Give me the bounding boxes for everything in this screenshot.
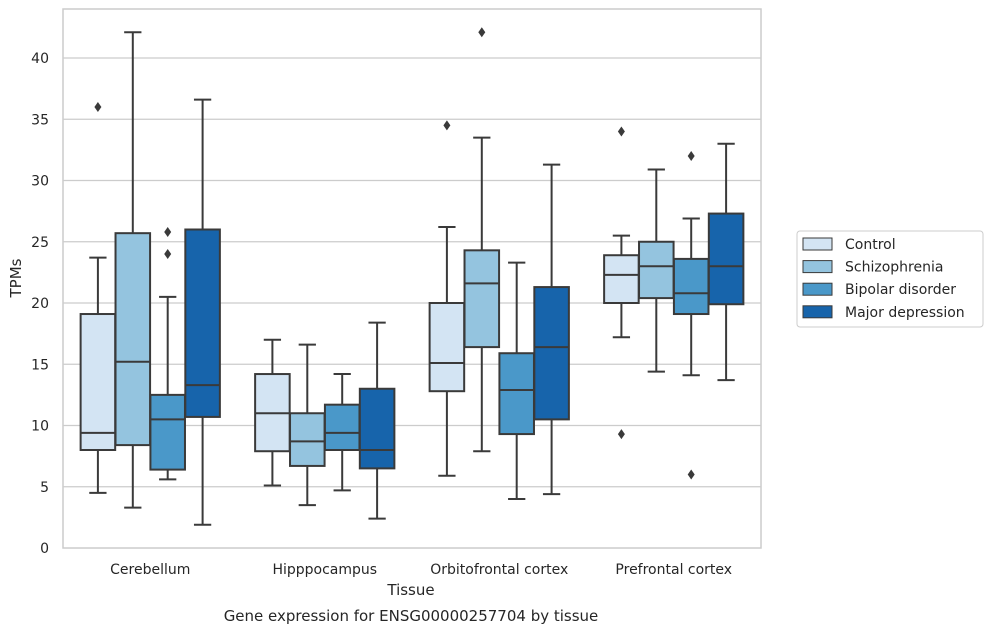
box-body <box>79 313 117 451</box>
y-tick-label: 10 <box>31 419 49 435</box>
x-tick-label: Prefrontal cortex <box>615 562 732 578</box>
box-0-3 <box>184 98 221 526</box>
box-1-2 <box>323 373 361 492</box>
box-0-0 <box>79 102 117 494</box>
box-1-0 <box>254 338 291 487</box>
legend-frame <box>796 230 984 328</box>
y-tick-label: 40 <box>31 51 49 67</box>
box-body <box>498 352 535 436</box>
y-tick-label: 35 <box>31 112 49 128</box>
legend-label: Schizophrenia <box>845 260 943 276</box>
box-body <box>463 249 501 349</box>
box-body <box>428 302 466 393</box>
x-tick-label: Orbitofrontal cortex <box>430 562 568 578</box>
box-body <box>114 232 152 447</box>
legend-swatch <box>802 260 833 274</box>
x-axis-ticks: Cerebellum Hipppocampus Orbitofrontal cort… <box>110 562 732 578</box>
plot-area <box>79 27 745 526</box>
legend-label: Major depression <box>845 305 965 321</box>
outlier-point <box>687 151 695 161</box>
box-body <box>533 286 570 421</box>
outlier-point <box>94 102 102 112</box>
y-axis-label: TPMs <box>7 258 25 298</box>
outlier-point <box>617 429 625 440</box>
x-tick-label: Cerebellum <box>110 562 190 578</box>
legend-swatch <box>802 237 833 251</box>
box-body <box>672 257 710 316</box>
box-2-3 <box>533 163 570 496</box>
outlier-point <box>164 249 172 259</box>
legend-swatch <box>802 282 833 296</box>
plot-frame <box>62 8 762 549</box>
box-body <box>707 212 745 306</box>
legend-swatch <box>802 305 833 319</box>
legend: Control Schizophrenia Bipolar disorder Majo… <box>796 230 984 328</box>
x-axis-label: Tissue <box>386 581 434 599</box>
y-tick-label: 0 <box>40 541 49 557</box>
figure-caption: Gene expression for ENSG00000257704 by t… <box>224 607 599 625</box>
outlier-point <box>478 27 486 38</box>
box-3-0 <box>603 126 640 440</box>
box-0-2 <box>149 226 186 481</box>
box-2-1 <box>463 27 501 453</box>
box-0-1 <box>114 31 152 509</box>
box-body <box>358 387 396 470</box>
box-3-2 <box>672 151 710 480</box>
y-tick-label: 20 <box>31 296 49 312</box>
box-body <box>323 403 361 451</box>
box-3-3 <box>707 142 745 382</box>
legend-label: Bipolar disorder <box>845 282 956 298</box>
box-body <box>638 240 675 300</box>
x-tick-label: Hipppocampus <box>272 562 377 578</box>
outlier-point <box>443 120 451 131</box>
y-tick-label: 15 <box>31 357 49 373</box>
box-body <box>184 228 221 418</box>
box-1-3 <box>358 321 396 520</box>
box-body <box>149 393 186 471</box>
box-body <box>289 412 326 467</box>
y-tick-label: 30 <box>31 174 49 190</box>
y-tick-label: 5 <box>40 480 49 496</box>
box-body <box>603 254 640 305</box>
y-axis-ticks: 0 5 10 15 20 25 30 35 40 <box>31 51 49 557</box>
legend-label: Control <box>845 237 896 253</box>
outlier-point <box>687 469 695 480</box>
y-tick-label: 25 <box>31 235 49 251</box>
outlier-point <box>617 126 625 137</box>
box-3-1 <box>638 168 675 373</box>
outlier-point <box>164 226 172 237</box>
